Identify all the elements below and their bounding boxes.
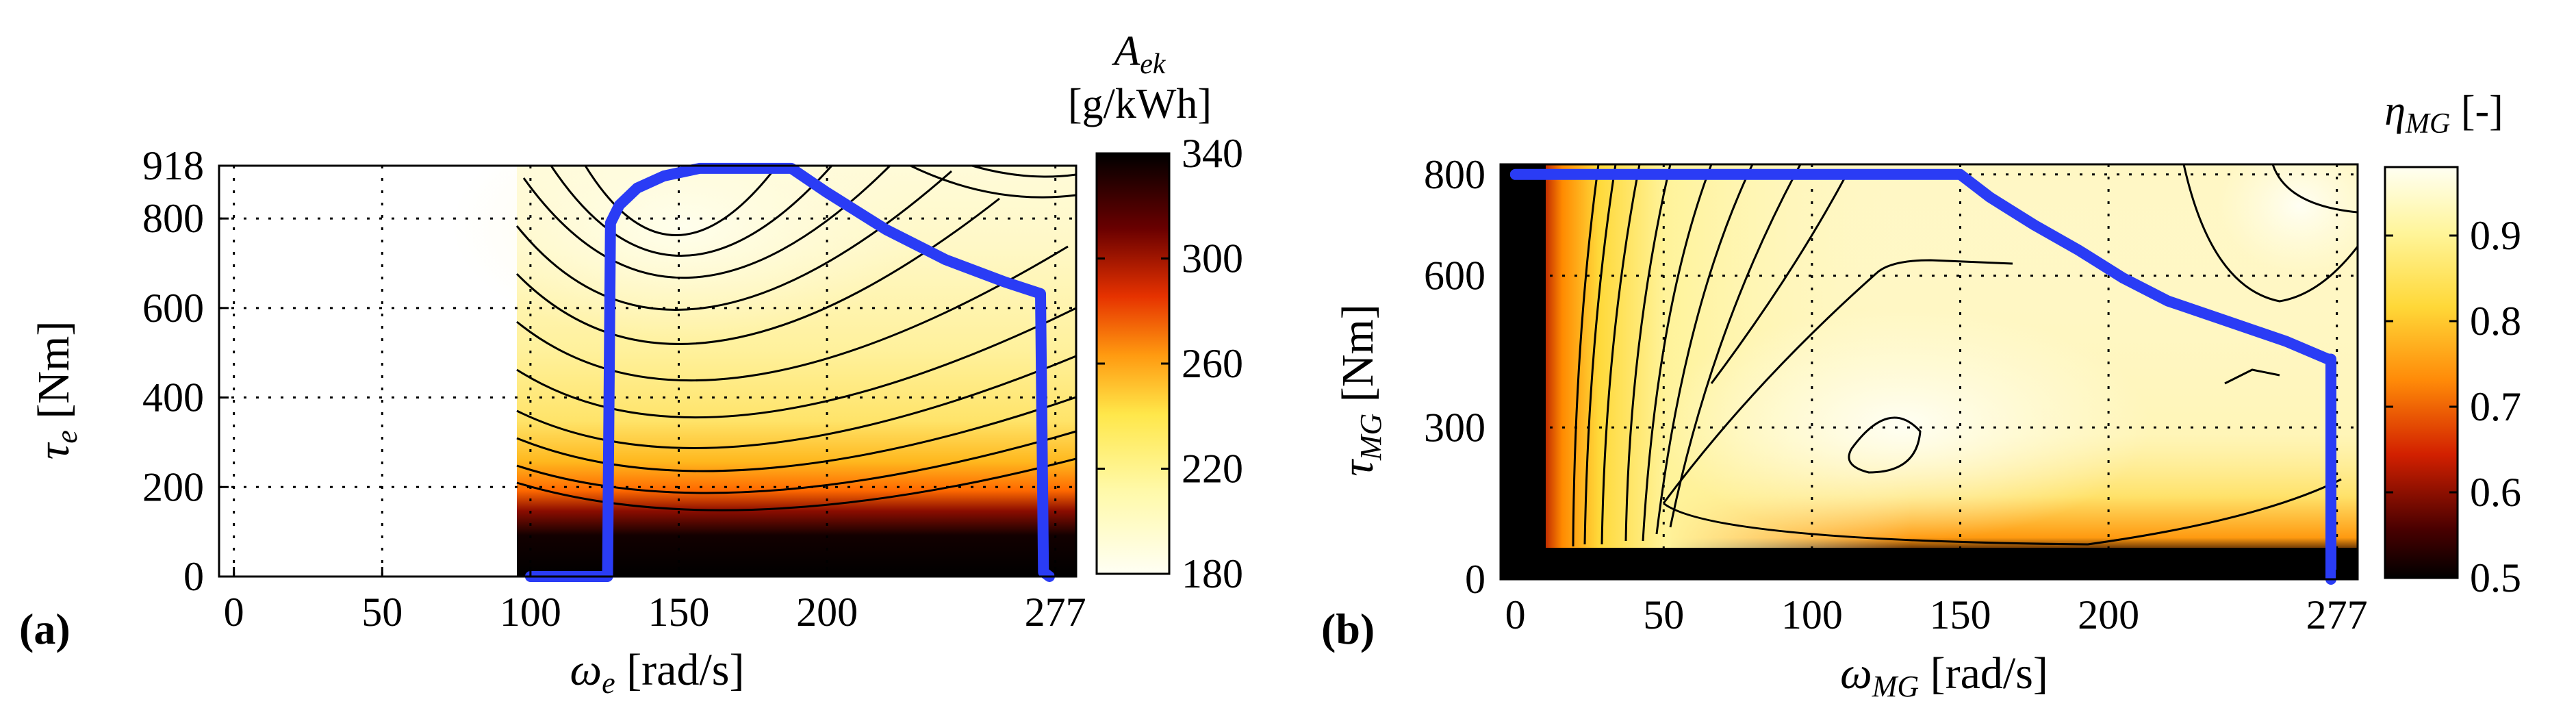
b-x-tick-label: 150 — [1929, 592, 1991, 637]
b-x-tick-label: 0 — [1505, 592, 1526, 637]
motor-efficiency-map: 0 50 100 150 200 277 0 300 600 800 ωMG [rad/s] τ… — [1321, 88, 2521, 703]
b-colorbar-tick-label: 0.7 — [2470, 384, 2521, 429]
engine-axes-frame — [218, 164, 1077, 578]
a-y-tick-label: 600 — [142, 286, 204, 331]
b-y-tick-label: 800 — [1424, 152, 1485, 197]
a-y-tick-label: 918 — [142, 143, 204, 188]
b-y-tick-label: 300 — [1424, 405, 1485, 450]
b-colorbar-tick-label: 0.8 — [2470, 299, 2521, 344]
b-x-tick-label: 50 — [1643, 592, 1684, 637]
engine-efficiency-map: 0 50 100 150 200 277 0 200 400 600 800 918 ωe [rad… — [19, 28, 1243, 700]
a-x-tick-label: 150 — [648, 590, 709, 635]
b-x-tick-label: 200 — [2078, 592, 2139, 637]
b-y-tick-label: 600 — [1424, 253, 1485, 299]
engine-optimum-region — [452, 166, 917, 342]
motor-colorbar — [2384, 166, 2459, 579]
a-x-tick-label: 100 — [500, 590, 561, 635]
engine-heatmap-area — [452, 166, 1076, 577]
motor-high-speed-region — [2218, 164, 2358, 274]
b-x-tick-label: 277 — [2306, 592, 2368, 637]
engine-max-torque-curve — [524, 162, 1055, 582]
a-colorbar-tick-label: 260 — [1182, 341, 1243, 386]
b-colorbar-tick-label: 0.5 — [2470, 555, 2521, 600]
a-y-tick-label: 400 — [142, 375, 204, 420]
a-y-tick-label: 800 — [142, 196, 204, 241]
motor-y-axis-label: τMG [Nm] — [1333, 304, 1388, 477]
a-x-tick-label: 277 — [1025, 590, 1086, 635]
b-y-tick-label: 0 — [1465, 557, 1485, 602]
a-colorbar-tick-label: 340 — [1182, 131, 1243, 176]
a-colorbar-tick-label: 220 — [1182, 446, 1243, 492]
motor-x-axis-label: ωMG [rad/s] — [1840, 648, 2048, 703]
a-y-tick-label: 200 — [142, 464, 204, 509]
engine-y-axis-label: τe [Nm] — [29, 321, 84, 460]
panel-label-b: (b) — [1321, 605, 1375, 653]
a-y-tick-label: 0 — [183, 554, 204, 599]
b-x-tick-label: 100 — [1781, 592, 1843, 637]
engine-colorbar-title: Aek — [1111, 28, 1166, 80]
engine-colorbar-ticks: 180 220 260 300 340 — [1097, 131, 1243, 596]
engine-colorbar — [1095, 152, 1171, 575]
a-colorbar-tick-label: 300 — [1182, 236, 1243, 281]
motor-peak-region — [1657, 308, 2150, 541]
a-x-tick-label: 200 — [796, 590, 858, 635]
motor-zero-torque-strip — [1501, 548, 2358, 579]
motor-grid — [1501, 164, 2358, 581]
engine-contour-lines — [515, 166, 1076, 511]
motor-axes-frame — [1499, 163, 2359, 581]
b-colorbar-tick-label: 0.9 — [2470, 213, 2521, 258]
motor-heatmap-area — [1501, 164, 2358, 579]
engine-y-ticks: 0 200 400 600 800 918 — [142, 143, 229, 599]
motor-max-torque-curve — [1509, 168, 2336, 585]
motor-x-ticks: 0 50 100 150 200 277 — [1505, 570, 2368, 637]
motor-colorbar-ticks: 0.5 0.6 0.7 0.8 0.9 — [2385, 213, 2521, 600]
b-colorbar-tick-label: 0.6 — [2470, 470, 2521, 515]
a-x-tick-label: 50 — [361, 590, 403, 635]
motor-zero-speed-strip — [1501, 164, 1546, 579]
a-colorbar-tick-label: 180 — [1182, 551, 1243, 596]
motor-colorbar-title: ηMG [-] — [2384, 88, 2503, 140]
engine-colorbar-unit: [g/kWh] — [1068, 81, 1212, 127]
panel-label-a: (a) — [19, 605, 71, 653]
engine-x-ticks: 0 50 100 150 200 277 — [224, 567, 1086, 635]
motor-y-ticks: 0 300 600 800 — [1424, 152, 1510, 602]
engine-x-axis-label: ωe [rad/s] — [570, 645, 745, 700]
a-x-tick-label: 0 — [224, 590, 244, 635]
